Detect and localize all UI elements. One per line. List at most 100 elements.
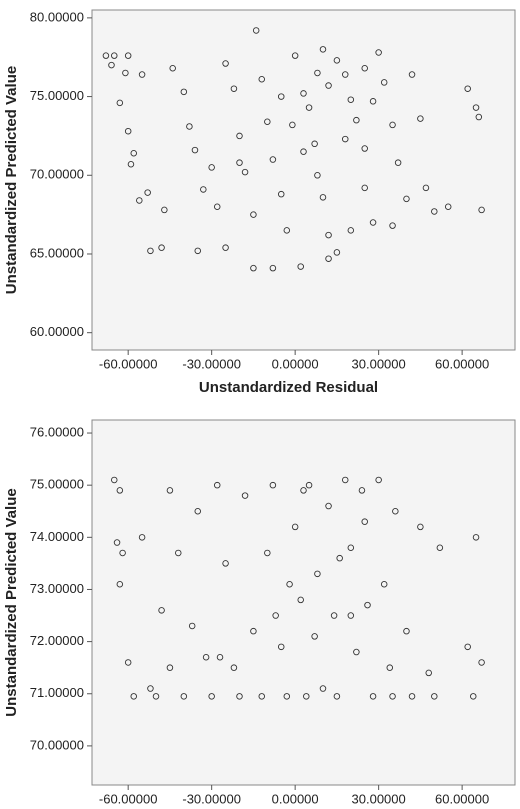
point <box>314 69 321 77</box>
point <box>369 219 377 226</box>
point <box>208 164 215 171</box>
point <box>408 693 416 700</box>
y-tick-label: 72.00000 <box>30 633 84 648</box>
point <box>375 49 382 56</box>
point <box>230 664 238 671</box>
point <box>394 159 402 166</box>
point <box>475 113 483 121</box>
point <box>319 194 327 201</box>
point <box>369 98 377 105</box>
point <box>341 135 349 143</box>
point <box>389 693 396 700</box>
point <box>392 508 399 515</box>
point <box>300 148 307 155</box>
point <box>311 633 318 640</box>
point <box>241 168 249 176</box>
plot-area <box>91 419 516 786</box>
point <box>264 118 271 126</box>
point <box>431 693 438 700</box>
point <box>422 184 430 192</box>
x-tick-label: 60.00000 <box>435 356 489 371</box>
point <box>353 648 360 656</box>
point <box>258 693 266 700</box>
point <box>202 654 210 661</box>
point <box>336 554 343 562</box>
point <box>230 85 238 92</box>
point <box>347 96 355 103</box>
point <box>277 190 285 198</box>
x-tick-label: -30.00000 <box>182 356 241 371</box>
point <box>269 264 277 272</box>
point <box>138 71 146 78</box>
y-tick-label: 75.00000 <box>30 477 84 492</box>
point <box>314 570 321 578</box>
y-axis-title: Unstandardized Predicted Value <box>3 488 20 716</box>
point <box>347 612 355 619</box>
point <box>124 52 132 59</box>
point <box>191 146 199 154</box>
point <box>166 487 174 494</box>
x-tick-label: -30.00000 <box>182 791 241 806</box>
y-tick-label: 65.00000 <box>30 245 84 260</box>
point <box>361 145 368 152</box>
point <box>250 211 257 218</box>
point <box>200 186 207 193</box>
point <box>300 487 307 494</box>
point <box>380 581 388 588</box>
point <box>194 508 201 515</box>
point <box>353 116 360 124</box>
point <box>277 643 285 651</box>
point <box>213 203 221 211</box>
point <box>161 206 168 214</box>
point <box>386 664 394 671</box>
point <box>130 693 137 700</box>
point <box>319 46 327 53</box>
x-tick-label: 30.00000 <box>352 791 406 806</box>
point <box>389 222 396 229</box>
point <box>186 123 193 130</box>
plot-area <box>91 9 516 351</box>
point <box>147 247 154 255</box>
point <box>297 263 304 270</box>
point <box>241 492 249 499</box>
point <box>417 523 424 531</box>
point <box>305 481 313 489</box>
point <box>102 52 110 59</box>
point <box>444 203 452 211</box>
point <box>216 654 224 661</box>
point <box>222 60 229 67</box>
point <box>111 476 118 484</box>
point <box>138 534 146 541</box>
point <box>269 156 277 163</box>
y-tick-label: 70.00000 <box>30 167 84 182</box>
x-axis-title: Unstandardized Residual <box>199 379 378 396</box>
point <box>286 581 293 588</box>
point <box>289 121 296 129</box>
point <box>403 627 410 635</box>
point <box>470 693 477 700</box>
point <box>116 581 124 588</box>
point <box>252 27 260 34</box>
point <box>130 149 137 157</box>
point <box>213 481 221 489</box>
point <box>369 693 377 700</box>
point <box>250 264 257 272</box>
point <box>311 140 318 148</box>
point <box>152 693 160 700</box>
point <box>258 76 266 83</box>
point <box>136 197 143 204</box>
point <box>116 487 124 494</box>
x-tick-label: -60.00000 <box>99 791 158 806</box>
point <box>330 612 338 619</box>
point <box>300 90 307 97</box>
point <box>325 255 332 262</box>
point <box>333 693 341 700</box>
point <box>325 82 332 89</box>
point <box>124 659 132 666</box>
point <box>127 161 135 168</box>
point <box>375 476 382 484</box>
y-tick-label: 76.00000 <box>30 424 84 439</box>
y-axis-title: Unstandardized Predicted Value <box>3 66 20 294</box>
point <box>169 64 176 72</box>
point <box>472 534 480 541</box>
